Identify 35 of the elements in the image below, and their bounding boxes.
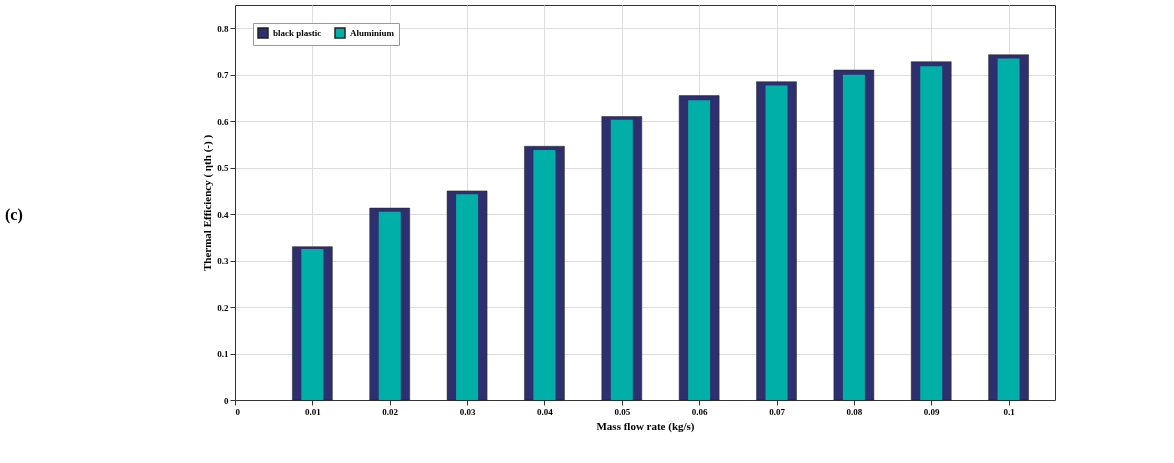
x-tick-label: 0.05 <box>614 406 631 417</box>
x-axis-title: Mass flow rate (kg/s) <box>596 419 695 433</box>
x-tick-label: 0.06 <box>691 406 709 417</box>
y-tick-label: 0.8 <box>217 23 229 34</box>
bar <box>533 149 556 400</box>
bar <box>378 211 401 400</box>
x-tick-label: 0 <box>235 406 241 417</box>
y-tick-label: 0.2 <box>217 302 229 313</box>
bar <box>842 74 865 400</box>
y-tick-label: 0.3 <box>217 256 229 267</box>
text: (c) <box>5 206 23 224</box>
y-tick-label: 0.6 <box>217 116 229 127</box>
x-tick-label: 0.04 <box>537 406 554 417</box>
y-tick-label: 0 <box>224 395 229 406</box>
bar <box>920 66 943 400</box>
x-tick-label: 0.02 <box>382 406 399 417</box>
y-tick-label: 0.5 <box>217 163 229 174</box>
x-tick-label: 0.01 <box>304 406 322 417</box>
legend-label: Aluminium <box>350 28 395 38</box>
bar <box>456 194 479 400</box>
x-tick-label: 0.07 <box>769 406 786 417</box>
bar <box>688 100 711 400</box>
bar <box>610 119 633 400</box>
bar <box>997 58 1020 400</box>
x-tick-label: 0.1 <box>1003 406 1016 417</box>
x-tick-label: 0.03 <box>459 406 476 417</box>
y-tick-label: 0.7 <box>217 70 229 81</box>
y-axis-title: Thermal Efficiency ( ηth (-) ) <box>201 134 215 272</box>
x-tick-label: 0.08 <box>846 406 863 417</box>
x-tick-label: 0.09 <box>923 406 941 417</box>
y-tick-label: 0.4 <box>217 209 229 220</box>
bar <box>301 248 324 400</box>
legend-label: black plastic <box>273 28 322 38</box>
bar <box>765 85 788 400</box>
y-tick-label: 0.1 <box>217 349 229 360</box>
